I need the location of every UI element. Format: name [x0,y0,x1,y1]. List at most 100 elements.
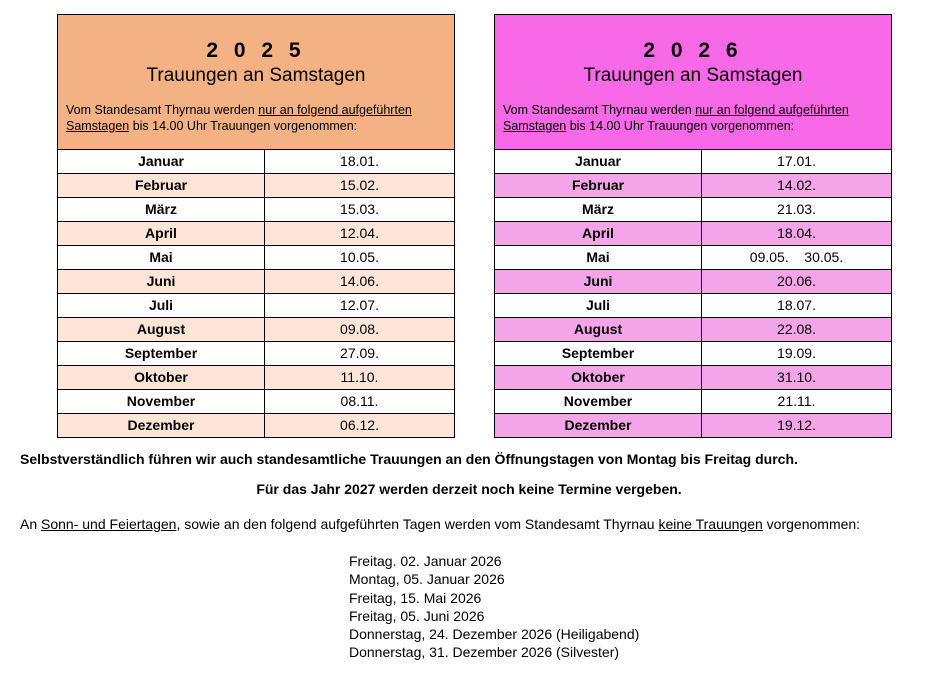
date-cell: 27.09. [340,345,379,361]
intro-2025: Vom Standesamt Thyrnau werden nur an fol… [66,102,446,134]
date-cell: 18.07. [777,297,816,313]
exceptions-underline-2: keine Trauungen [658,516,763,532]
date-cell: 19.09. [777,345,816,361]
month-cell: August [58,318,265,341]
table-row: November 08.11. [58,390,454,414]
month-cell: August [495,318,702,341]
date-cell: 14.06. [340,273,379,289]
list-item: Freitag, 05. Juni 2026 [349,607,485,624]
list-item: Freitag. 02. Januar 2026 [349,553,502,569]
table-row: März 21.03. [495,198,891,222]
table-row: Januar 18.01. [58,150,454,174]
panel-2025: 2 0 2 5 Trauungen an Samstagen Vom Stand… [57,14,455,438]
intro-2025-underline-2: Samstagen [66,119,130,133]
month-cell: Dezember [58,414,265,437]
table-2026: Januar 17.01. Februar 14.02. März 21.03. Ap… [494,150,892,438]
month-cell: Februar [495,174,702,197]
month-cell: Mai [58,246,265,269]
month-cell: April [58,222,265,245]
month-cell: Juni [495,270,702,293]
date-cell: 22.08. [777,321,816,337]
panel-2026: 2 0 2 6 Trauungen an Samstagen Vom Stand… [494,14,892,438]
month-cell: Juli [58,294,265,317]
table-row: September 19.09. [495,342,891,366]
exception-days-list: Freitag. 02. Januar 2026 Montag, 05. Jan… [349,552,639,662]
table-2025: Januar 18.01. Februar 15.02. März 15.03. Ap… [57,150,455,438]
date-cell: 31.10. [777,369,816,385]
table-row: August 22.08. [495,318,891,342]
subtitle-2026: Trauungen an Samstagen [583,65,803,86]
month-cell: September [495,342,702,365]
month-cell: April [495,222,702,245]
table-row: März 15.03. [58,198,454,222]
table-row: Oktober 11.10. [58,366,454,390]
year-2025-title: 2 0 2 5 [206,39,306,62]
date-cell: 14.02. [777,177,816,193]
table-row: April 18.04. [495,222,891,246]
table-row: Januar 17.01. [495,150,891,174]
date-cell: 12.04. [340,225,379,241]
table-row: November 21.11. [495,390,891,414]
intro-2025-text-a: Vom Standesamt Thyrnau werden [66,103,259,117]
intro-2025-underline-1: nur an folgend aufgeführten [258,103,412,117]
list-item: Montag, 05. Januar 2026 [349,571,505,588]
date-cell: 20.06. [777,273,816,289]
table-row: Juni 14.06. [58,270,454,294]
table-row: Mai 09.05. 30.05. [495,246,891,270]
month-cell: Oktober [495,366,702,389]
table-row: Februar 14.02. [495,174,891,198]
panel-2025-header: 2 0 2 5 Trauungen an Samstagen Vom Stand… [57,14,455,150]
month-cell: Januar [58,150,265,173]
intro-2026-underline-2: Samstagen [503,119,567,133]
date-cell: 15.03. [340,201,379,217]
exceptions-intro: An Sonn- und Feiertagen, sowie an den fo… [20,516,860,532]
list-item: Donnerstag, 24. Dezember 2026 (Heiligabe… [349,626,640,643]
year-2026-title: 2 0 2 6 [643,39,743,62]
month-cell: September [58,342,265,365]
list-item: Freitag, 15. Mai 2026 [349,589,482,606]
date-cell: 09.08. [340,321,379,337]
table-row: Oktober 31.10. [495,366,891,390]
date-cell: 12.07. [340,297,379,313]
intro-2026-underline-1: nur an folgend aufgeführten [695,103,849,117]
table-row: April 12.04. [58,222,454,246]
month-cell: Januar [495,150,702,173]
intro-2026: Vom Standesamt Thyrnau werden nur an fol… [503,102,883,134]
intro-2026-text-a: Vom Standesamt Thyrnau werden [503,103,696,117]
table-row: September 27.09. [58,342,454,366]
date-cell: 18.04. [777,225,816,241]
month-cell: Oktober [58,366,265,389]
intro-2025-text-b: bis 14.00 Uhr Trauungen vorgenommen: [129,119,358,133]
month-cell: Februar [58,174,265,197]
date-cell: 06.12. [340,417,379,433]
date-cell: 17.01. [777,153,816,169]
date-cell: 21.11. [777,393,816,409]
month-cell: November [58,390,265,413]
date-cell: 09.05. 30.05. [749,249,844,265]
month-cell: Dezember [495,414,702,437]
date-cell: 18.01. [340,153,379,169]
list-item: Donnerstag, 31. Dezember 2026 (Silvester… [349,644,620,661]
table-row: Juli 18.07. [495,294,891,318]
month-cell: Juni [58,270,265,293]
date-cell: 19.12. [777,417,816,433]
month-cell: Mai [495,246,702,269]
exceptions-text-1: An [20,516,42,532]
intro-2026-text-b: bis 14.00 Uhr Trauungen vorgenommen: [566,119,795,133]
table-row: Mai 10.05. [58,246,454,270]
table-row: Dezember 19.12. [495,414,891,438]
table-row: Februar 15.02. [58,174,454,198]
panel-2026-header: 2 0 2 6 Trauungen an Samstagen Vom Stand… [494,14,892,150]
year-2027-note: Für das Jahr 2027 werden derzeit noch ke… [256,481,682,497]
exceptions-text-3: vorgenommen: [762,516,861,532]
table-row: Juli 12.07. [58,294,454,318]
date-cell: 11.10. [340,369,379,385]
table-row: Juni 20.06. [495,270,891,294]
date-cell: 21.03. [777,201,816,217]
subtitle-2025: Trauungen an Samstagen [146,65,366,86]
exceptions-text-2: , sowie an den folgend aufgeführten Tage… [176,516,659,532]
weekday-note: Selbstverständlich führen wir auch stand… [20,451,798,467]
table-row: August 09.08. [58,318,454,342]
month-cell: März [495,198,702,221]
date-cell: 15.02. [340,177,379,193]
